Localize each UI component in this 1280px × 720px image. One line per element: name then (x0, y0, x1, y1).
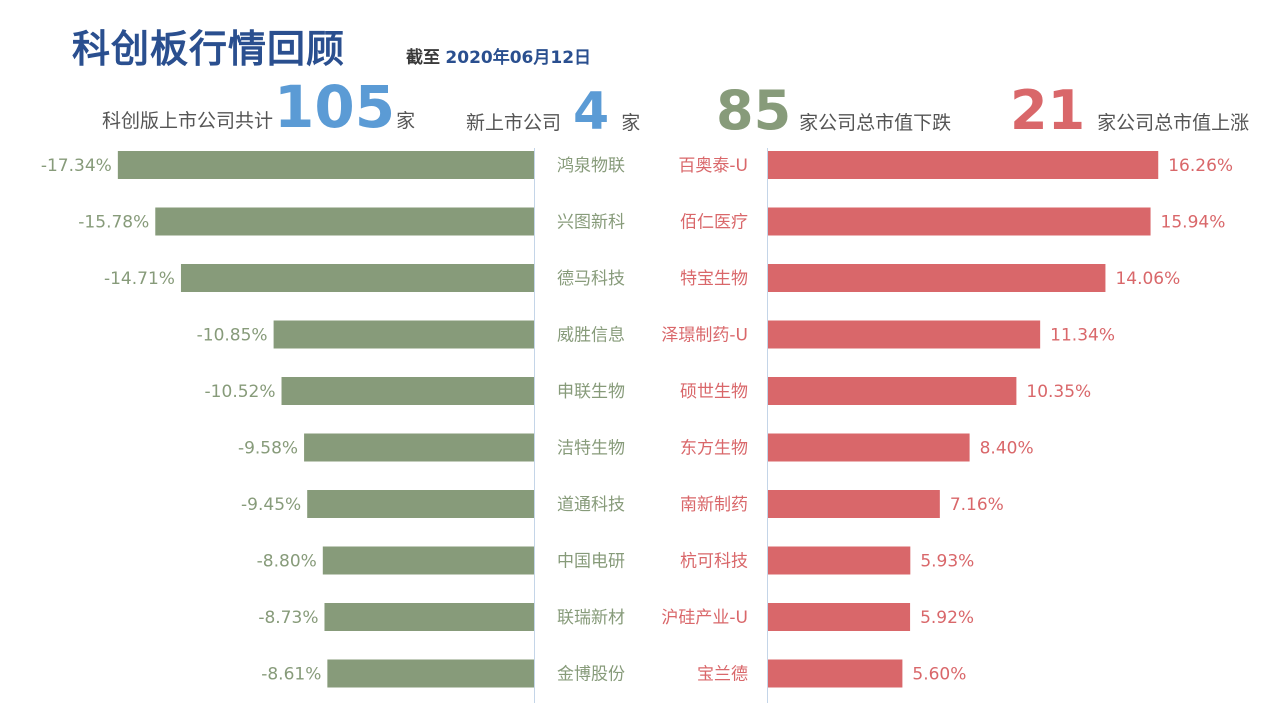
stat-decliners-value: 85 (716, 79, 792, 142)
stat-total-value: 105 (274, 73, 396, 141)
gain-value-label: 5.92% (920, 608, 974, 628)
gain-category-label: 杭可科技 (680, 552, 748, 572)
decline-bar (117, 151, 534, 179)
decline-value-label: -8.61% (261, 665, 321, 685)
gain-value-label: 7.16% (950, 495, 1004, 515)
decline-category-label: 兴图新科 (557, 213, 625, 233)
stat-gainers-suffix: 家公司总市值上涨 (1097, 112, 1250, 134)
gain-category-label: 宝兰德 (697, 665, 748, 685)
stat-gainers: 21 家公司总市值上涨 (1010, 84, 1249, 138)
as-of-date: 截至 2020年06月12日 (406, 43, 591, 68)
stat-new-suffix: 家 (621, 112, 641, 134)
stat-new-listed: 新上市公司 4 家 (466, 86, 640, 138)
decline-bar (327, 659, 534, 688)
gain-bar (768, 377, 1017, 405)
stat-total-listed: 科创版上市公司共计105家 (102, 78, 415, 136)
stat-new-value: 4 (573, 82, 610, 142)
decline-category-label: 洁特生物 (557, 439, 625, 459)
gain-value-label: 8.40% (980, 439, 1034, 459)
stat-total-suffix: 家 (396, 110, 416, 132)
stat-total-prefix: 科创版上市公司共计 (102, 110, 274, 132)
gain-category-label: 百奥泰-U (678, 156, 748, 176)
decline-value-label: -8.73% (258, 608, 318, 628)
decline-bar (155, 207, 534, 236)
gain-bar (768, 320, 1041, 349)
decline-category-label: 金博股份 (557, 665, 625, 685)
gain-value-label: 5.60% (912, 665, 966, 685)
gain-category-label: 特宝生物 (680, 269, 748, 289)
stat-decliners-suffix: 家公司总市值下跌 (799, 112, 952, 134)
stat-gainers-value: 21 (1010, 79, 1086, 142)
gain-category-label: 东方生物 (680, 439, 748, 459)
decline-category-label: 申联生物 (557, 382, 625, 402)
gain-bar (768, 490, 940, 518)
gain-bar (768, 264, 1106, 292)
decline-bar (322, 546, 534, 575)
gain-category-label: 泽璟制药-U (661, 326, 748, 346)
gain-category-label: 佰仁医疗 (680, 213, 748, 233)
decline-value-label: -8.80% (257, 552, 317, 572)
gain-value-label: 16.26% (1168, 156, 1233, 176)
decline-bar (307, 490, 534, 518)
gain-category-label: 硕世生物 (680, 382, 748, 402)
decline-bar (180, 264, 534, 292)
decline-value-label: -15.78% (78, 213, 149, 233)
gain-value-label: 14.06% (1115, 269, 1180, 289)
gain-bar (768, 433, 970, 462)
decline-bar (324, 603, 534, 631)
decline-category-label: 德马科技 (557, 269, 625, 289)
gain-bar (768, 207, 1151, 236)
decline-value-label: -10.52% (205, 382, 276, 402)
decline-value-label: -9.45% (241, 495, 301, 515)
decline-value-label: -14.71% (104, 269, 175, 289)
page-title: 科创板行情回顾 (72, 27, 346, 71)
decline-bar (304, 433, 534, 462)
decline-category-label: 道通科技 (557, 495, 625, 515)
gain-value-label: 10.35% (1026, 382, 1091, 402)
gain-bar (768, 546, 911, 575)
decline-category-label: 中国电研 (557, 552, 625, 572)
decline-category-label: 联瑞新材 (557, 608, 625, 628)
as-of-date-value: 2020年06月12日 (445, 48, 592, 68)
gain-category-label: 沪硅产业-U (661, 608, 748, 628)
gain-value-label: 5.93% (920, 552, 974, 572)
right-axis-line (767, 148, 768, 703)
decline-category-label: 鸿泉物联 (557, 156, 625, 176)
decline-bar (273, 320, 534, 349)
stat-new-prefix: 新上市公司 (466, 112, 562, 134)
decline-bar (281, 377, 534, 405)
decline-category-label: 威胜信息 (557, 326, 625, 346)
gain-bar (768, 659, 903, 688)
decline-value-label: -17.34% (41, 156, 112, 176)
gain-bar (768, 603, 911, 631)
gain-value-label: 15.94% (1161, 213, 1226, 233)
gain-bar (768, 151, 1159, 179)
decline-value-label: -10.85% (197, 326, 268, 346)
gain-category-label: 南新制药 (680, 495, 748, 515)
gain-value-label: 11.34% (1050, 326, 1115, 346)
left-axis-line (534, 148, 535, 703)
decline-value-label: -9.58% (238, 439, 298, 459)
stat-decliners: 85 家公司总市值下跌 (716, 84, 951, 138)
as-of-prefix: 截至 (406, 48, 440, 68)
